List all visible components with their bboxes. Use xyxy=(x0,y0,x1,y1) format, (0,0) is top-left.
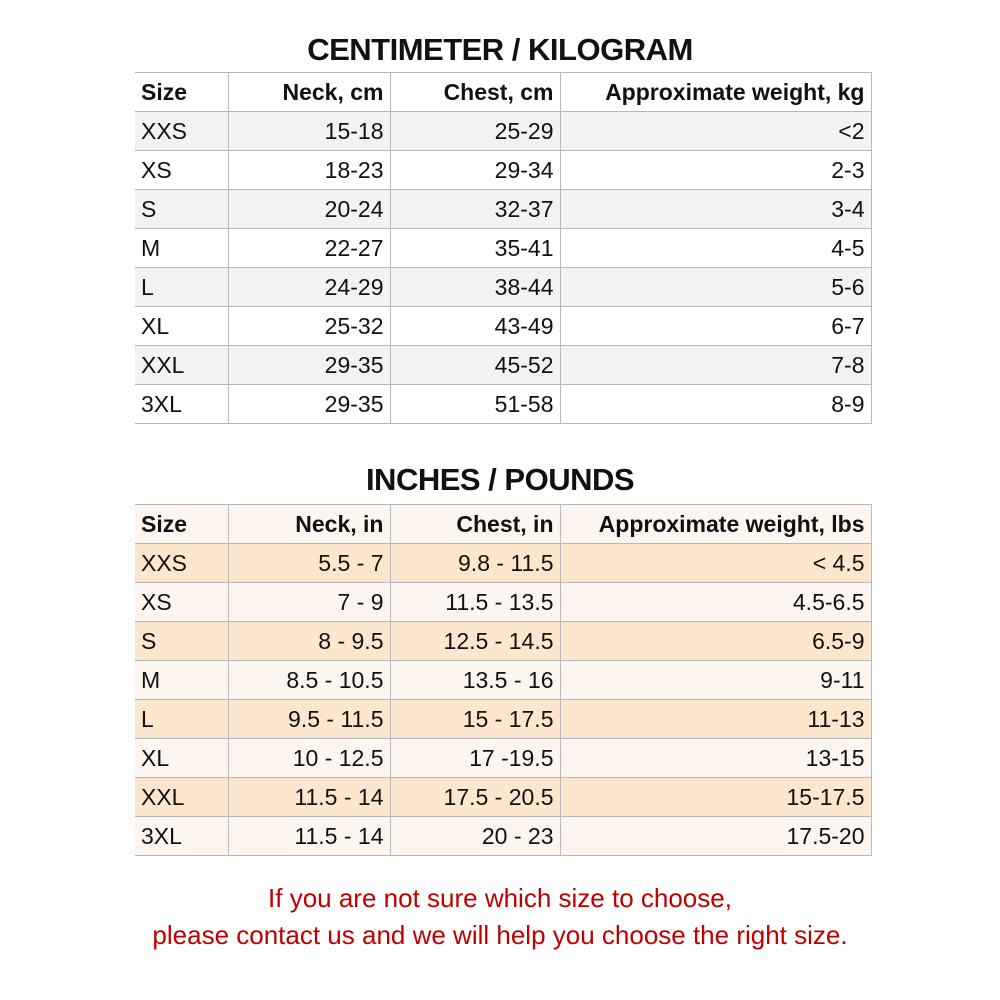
table-cell: 18-23 xyxy=(227,150,391,190)
table-row: XS 18-23 29-34 2-3 xyxy=(135,150,872,190)
table-cell: 11-13 xyxy=(559,699,872,739)
table-cell: M xyxy=(135,660,229,700)
table-cell: 8.5 - 10.5 xyxy=(227,660,391,700)
table-row: XXS 5.5 - 7 9.8 - 11.5 < 4.5 xyxy=(135,543,872,583)
table-cell: 4.5-6.5 xyxy=(559,582,872,622)
column-header: Approximate weight, lbs xyxy=(559,504,872,544)
table-cell: 12.5 - 14.5 xyxy=(389,621,561,661)
table-cell: 17.5-20 xyxy=(559,816,872,856)
table-cell: 35-41 xyxy=(389,228,561,268)
table-row: S 20-24 32-37 3-4 xyxy=(135,189,872,229)
table-cell: 22-27 xyxy=(227,228,391,268)
table-row: 3XL 11.5 - 14 20 - 23 17.5-20 xyxy=(135,816,872,856)
table-row: XS 7 - 9 11.5 - 13.5 4.5-6.5 xyxy=(135,582,872,622)
imperial-title: INCHES / POUNDS xyxy=(365,462,635,497)
table-cell: M xyxy=(135,228,229,268)
table-cell: L xyxy=(135,699,229,739)
help-note: If you are not sure which size to choose… xyxy=(0,880,1000,954)
table-cell: < 4.5 xyxy=(559,543,872,583)
table-cell: 13-15 xyxy=(559,738,872,778)
column-header: Approximate weight, kg xyxy=(559,72,872,112)
table-cell: 5.5 - 7 xyxy=(227,543,391,583)
column-header: Neck, cm xyxy=(227,72,391,112)
table-cell: XXL xyxy=(135,345,229,385)
help-note-line-1: If you are not sure which size to choose… xyxy=(268,883,732,913)
table-cell: 20-24 xyxy=(227,189,391,229)
column-header: Neck, in xyxy=(227,504,391,544)
table-cell: 5-6 xyxy=(559,267,872,307)
metric-size-table: Size Neck, cm Chest, cm Approximate weight,… xyxy=(135,72,872,424)
table-cell: 43-49 xyxy=(389,306,561,346)
table-cell: 45-52 xyxy=(389,345,561,385)
table-cell: 9.8 - 11.5 xyxy=(389,543,561,583)
table-row: L 24-29 38-44 5-6 xyxy=(135,267,872,307)
table-cell: 7-8 xyxy=(559,345,872,385)
table-row: 3XL 29-35 51-58 8-9 xyxy=(135,384,872,424)
table-cell: 15 - 17.5 xyxy=(389,699,561,739)
table-cell: 20 - 23 xyxy=(389,816,561,856)
column-header: Chest, cm xyxy=(389,72,561,112)
table-cell: XL xyxy=(135,738,229,778)
column-header: Size xyxy=(135,504,229,544)
table-cell: 6-7 xyxy=(559,306,872,346)
table-cell: 15-18 xyxy=(227,111,391,151)
table-cell: 8 - 9.5 xyxy=(227,621,391,661)
table-cell: 9-11 xyxy=(559,660,872,700)
table-cell: 29-35 xyxy=(227,384,391,424)
header-row: Size Neck, in Chest, in Approximate weight,… xyxy=(135,504,872,544)
table-cell: 25-29 xyxy=(389,111,561,151)
table-row: XXL 29-35 45-52 7-8 xyxy=(135,345,872,385)
table-cell: 3XL xyxy=(135,816,229,856)
table-cell: 9.5 - 11.5 xyxy=(227,699,391,739)
table-row: L 9.5 - 11.5 15 - 17.5 11-13 xyxy=(135,699,872,739)
table-cell: 8-9 xyxy=(559,384,872,424)
table-cell: XL xyxy=(135,306,229,346)
table-cell: 11.5 - 13.5 xyxy=(389,582,561,622)
table-row: M 22-27 35-41 4-5 xyxy=(135,228,872,268)
table-cell: 29-35 xyxy=(227,345,391,385)
table-cell: 2-3 xyxy=(559,150,872,190)
table-cell: L xyxy=(135,267,229,307)
table-cell: 11.5 - 14 xyxy=(227,816,391,856)
table-cell: 32-37 xyxy=(389,189,561,229)
table-cell: XXS xyxy=(135,543,229,583)
table-cell: 11.5 - 14 xyxy=(227,777,391,817)
table-cell: 51-58 xyxy=(389,384,561,424)
table-cell: 24-29 xyxy=(227,267,391,307)
table-cell: 13.5 - 16 xyxy=(389,660,561,700)
table-cell: 29-34 xyxy=(389,150,561,190)
table-row: XL 25-32 43-49 6-7 xyxy=(135,306,872,346)
table-cell: 3-4 xyxy=(559,189,872,229)
table-cell: 4-5 xyxy=(559,228,872,268)
table-cell: 17.5 - 20.5 xyxy=(389,777,561,817)
table-cell: 17 -19.5 xyxy=(389,738,561,778)
help-note-line-2: please contact us and we will help you c… xyxy=(152,920,848,950)
table-row: XL 10 - 12.5 17 -19.5 13-15 xyxy=(135,738,872,778)
table-cell: S xyxy=(135,621,229,661)
table-cell: 15-17.5 xyxy=(559,777,872,817)
table-cell: XXL xyxy=(135,777,229,817)
table-cell: S xyxy=(135,189,229,229)
table-cell: XS xyxy=(135,582,229,622)
table-row: XXS 15-18 25-29 <2 xyxy=(135,111,872,151)
table-cell: XXS xyxy=(135,111,229,151)
table-row: XXL 11.5 - 14 17.5 - 20.5 15-17.5 xyxy=(135,777,872,817)
imperial-size-table: Size Neck, in Chest, in Approximate weight,… xyxy=(135,504,872,856)
table-cell: 10 - 12.5 xyxy=(227,738,391,778)
column-header: Size xyxy=(135,72,229,112)
table-cell: 6.5-9 xyxy=(559,621,872,661)
column-header: Chest, in xyxy=(389,504,561,544)
table-cell: 3XL xyxy=(135,384,229,424)
metric-title: CENTIMETER / KILOGRAM xyxy=(307,32,693,67)
table-cell: 38-44 xyxy=(389,267,561,307)
table-cell: <2 xyxy=(559,111,872,151)
table-cell: XS xyxy=(135,150,229,190)
header-row: Size Neck, cm Chest, cm Approximate weight,… xyxy=(135,72,872,112)
table-row: M 8.5 - 10.5 13.5 - 16 9-11 xyxy=(135,660,872,700)
table-cell: 7 - 9 xyxy=(227,582,391,622)
table-cell: 25-32 xyxy=(227,306,391,346)
